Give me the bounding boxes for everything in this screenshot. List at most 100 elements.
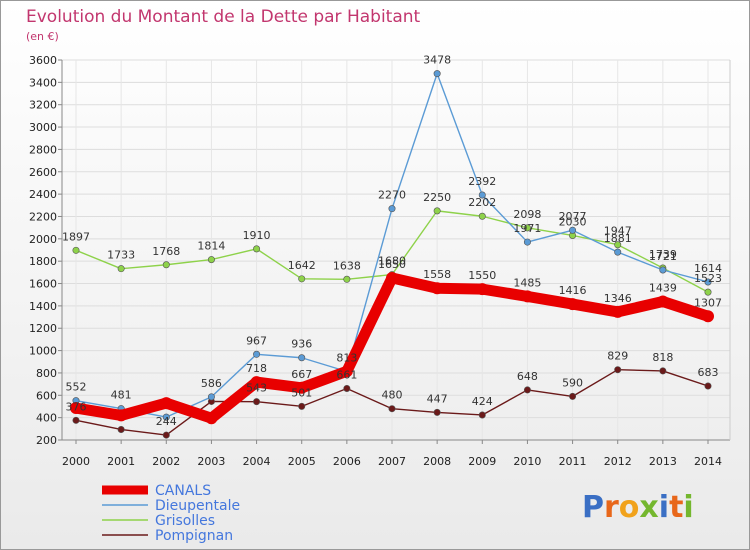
series-point: [478, 212, 486, 220]
series-point: [523, 224, 531, 232]
series-point: [656, 295, 669, 308]
y-tick-label: 2600: [29, 166, 57, 179]
series-point: [253, 398, 261, 406]
data-label: 2030: [559, 215, 587, 228]
data-label: 1558: [423, 268, 451, 281]
legend-label-canals: CANALS: [155, 483, 211, 499]
y-tick-label: 1000: [29, 345, 57, 358]
series-point: [433, 408, 441, 416]
data-label: 2098: [513, 208, 541, 221]
data-label: 1881: [604, 232, 632, 245]
series-point: [478, 411, 486, 419]
series-point: [117, 265, 125, 273]
x-tick-label: 2006: [333, 455, 361, 468]
x-tick-label: 2009: [468, 455, 496, 468]
y-tick-label: 1400: [29, 300, 57, 313]
x-tick-label: 2000: [62, 455, 90, 468]
x-tick-label: 2008: [423, 455, 451, 468]
y-tick-label: 2800: [29, 143, 57, 156]
series-point: [298, 354, 306, 362]
data-label: 648: [517, 370, 538, 383]
x-tick-label: 2014: [694, 455, 722, 468]
data-label: 1739: [649, 248, 677, 261]
series-point: [207, 393, 215, 401]
data-label: 829: [607, 350, 628, 363]
series-point: [704, 288, 712, 296]
series-point: [162, 261, 170, 269]
y-tick-label: 2200: [29, 210, 57, 223]
series-point: [343, 275, 351, 283]
data-label: 936: [291, 338, 312, 351]
data-label: 1947: [604, 225, 632, 238]
series-point: [523, 238, 531, 246]
series-point: [521, 290, 534, 303]
x-tick-label: 2013: [649, 455, 677, 468]
series-point: [298, 402, 306, 410]
y-tick-label: 600: [36, 389, 57, 402]
series-point: [476, 283, 489, 296]
data-label: 1523: [694, 272, 722, 285]
series-point: [659, 367, 667, 375]
data-label: 1768: [152, 245, 180, 258]
series-point: [295, 381, 308, 394]
data-label: 661: [336, 368, 357, 381]
data-label: 1614: [694, 262, 722, 275]
series-point: [478, 191, 486, 199]
x-tick-label: 2004: [243, 455, 271, 468]
series-point: [611, 305, 624, 318]
data-label: 244: [156, 415, 177, 428]
data-label: 590: [562, 376, 583, 389]
series-point: [298, 275, 306, 283]
chart-subtitle: (en €): [26, 30, 59, 43]
data-label: 447: [427, 392, 448, 405]
legend-label-dieupentale: Dieupentale: [155, 498, 240, 514]
axes: 200 400 600 800 1000 1200 1400 1600 1800 2000 2200…: [29, 54, 731, 468]
data-label: 2250: [423, 191, 451, 204]
data-label: 480: [382, 389, 403, 402]
series-point: [72, 416, 80, 424]
logo-letter: r: [604, 490, 619, 525]
data-label: 501: [291, 386, 312, 399]
data-label: 1485: [513, 276, 541, 289]
data-label: 424: [472, 395, 493, 408]
series-point: [702, 310, 714, 323]
series-point: [614, 366, 622, 374]
series-point: [250, 376, 263, 389]
data-labels: 718 667 1650 1558 1550 1485 1416 1346 1439 1307 55…: [62, 54, 722, 428]
data-label: 1638: [333, 259, 361, 272]
y-tick-label: 3000: [29, 121, 57, 134]
y-tick-label: 1800: [29, 255, 57, 268]
legend-label-grisolles: Grisolles: [155, 513, 215, 529]
x-tick-label: 2011: [559, 455, 587, 468]
series-point: [162, 431, 170, 439]
logo-letter: i: [659, 490, 669, 525]
series-point: [117, 425, 125, 433]
y-tick-label: 3400: [29, 76, 57, 89]
data-label: 1550: [468, 269, 496, 282]
series-point: [659, 266, 667, 274]
logo-letter: x: [639, 490, 658, 525]
series-point: [566, 298, 579, 311]
data-label: 718: [246, 362, 267, 375]
x-tick-label: 2005: [288, 455, 316, 468]
series-point: [253, 245, 261, 253]
data-label: 1910: [243, 229, 271, 242]
logo-letter: t: [669, 490, 683, 525]
data-label: 2392: [468, 175, 496, 188]
data-label: 813: [336, 351, 357, 364]
data-label: 1642: [288, 259, 316, 272]
logo-letter: i: [683, 490, 693, 525]
series-point: [160, 397, 173, 410]
series-point: [388, 205, 396, 213]
series-point: [614, 241, 622, 249]
series-point: [205, 412, 218, 425]
y-tick-label: 3600: [29, 54, 57, 67]
data-label: 552: [66, 381, 87, 394]
series-point: [704, 278, 712, 286]
series-point: [614, 248, 622, 256]
series-point: [72, 246, 80, 254]
chart-title: Evolution du Montant de la Dette par Hab…: [26, 7, 421, 27]
series-point: [433, 70, 441, 78]
